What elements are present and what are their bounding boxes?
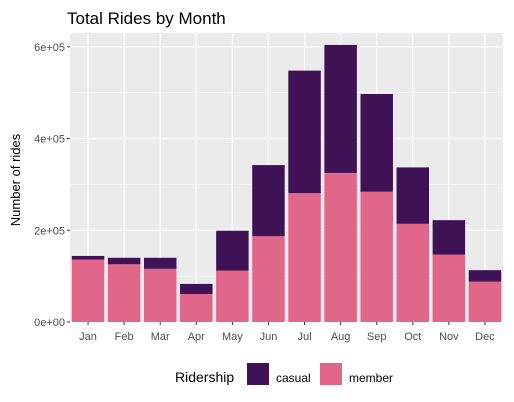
bar-member-nov xyxy=(432,254,466,322)
x-tick-label: Oct xyxy=(404,331,421,343)
legend-key-casual xyxy=(247,363,269,385)
bar-casual-dec xyxy=(468,270,502,282)
x-axis: Jan Feb Mar Apr May Jun Jul Aug Sep Oct Nov Dec xyxy=(79,322,495,343)
bar-casual-jan xyxy=(71,255,105,260)
y-tick-label: 0e+00 xyxy=(34,317,65,329)
x-tick-label: Feb xyxy=(115,331,134,343)
legend-label-member: member xyxy=(349,371,393,385)
x-tick-label: Apr xyxy=(188,331,205,343)
bar-member-mar xyxy=(143,268,177,322)
legend-label-casual: casual xyxy=(276,371,311,385)
bar-member-sep xyxy=(360,191,393,322)
bar-casual-jul xyxy=(288,70,321,194)
bar-casual-oct xyxy=(396,167,430,224)
legend: Ridership casual member xyxy=(175,363,393,385)
y-axis: 0e+00 2e+05 4e+05 6e+05 xyxy=(34,42,70,329)
x-tick-label: Mar xyxy=(151,331,170,343)
x-tick-label: Sep xyxy=(367,331,387,343)
bar-casual-feb xyxy=(107,257,141,265)
bar-member-dec xyxy=(468,281,502,322)
bar-casual-mar xyxy=(143,257,177,269)
bar-casual-jun xyxy=(252,165,285,237)
y-tick-label: 6e+05 xyxy=(34,42,65,54)
plot-panel xyxy=(70,33,503,322)
bar-member-aug xyxy=(324,172,357,322)
x-tick-label: Jul xyxy=(298,331,312,343)
bar-member-apr xyxy=(180,294,213,322)
bar-member-feb xyxy=(107,264,141,322)
x-tick-label: Dec xyxy=(475,331,495,343)
x-tick-label: Aug xyxy=(331,331,351,343)
bar-member-jun xyxy=(252,236,285,322)
x-tick-label: May xyxy=(222,331,243,343)
y-tick-label: 4e+05 xyxy=(34,134,65,146)
bar-casual-aug xyxy=(324,44,357,173)
bar-casual-may xyxy=(216,230,249,271)
y-axis-label: Number of rides xyxy=(8,133,23,226)
bars xyxy=(71,44,502,322)
bar-member-oct xyxy=(396,223,430,322)
y-tick-label: 2e+05 xyxy=(34,225,65,237)
bar-member-jul xyxy=(288,193,321,322)
legend-title: Ridership xyxy=(175,369,234,385)
x-tick-label: Jun xyxy=(260,331,278,343)
bar-member-jan xyxy=(71,259,105,322)
x-tick-label: Nov xyxy=(439,331,459,343)
legend-key-member xyxy=(320,363,342,385)
x-tick-label: Jan xyxy=(79,331,97,343)
bar-casual-sep xyxy=(360,94,393,192)
bar-casual-apr xyxy=(180,283,213,295)
bar-casual-nov xyxy=(432,220,466,255)
bar-member-may xyxy=(216,270,249,322)
chart-title: Total Rides by Month xyxy=(67,9,226,28)
